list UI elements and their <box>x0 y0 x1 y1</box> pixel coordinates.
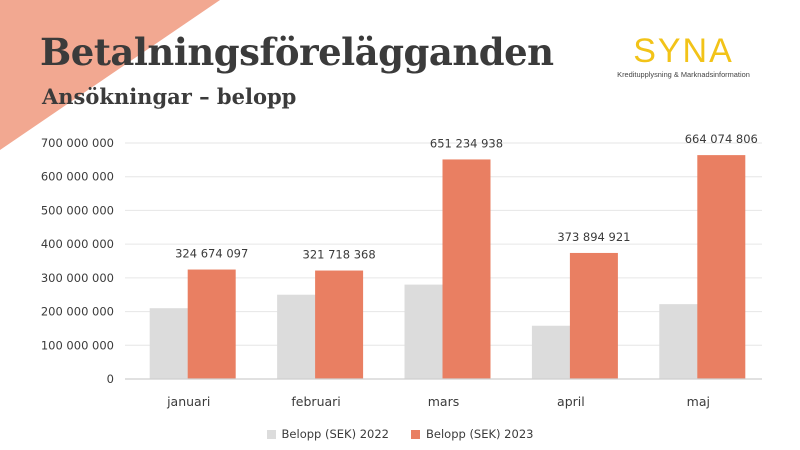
logo-tagline: Kreditupplysning & Marknadsinformation <box>617 70 750 79</box>
data-label: 651 234 938 <box>430 136 503 150</box>
legend-swatch-2023 <box>411 429 420 439</box>
bar-2023 <box>187 269 236 379</box>
data-label: 324 674 097 <box>175 247 248 261</box>
y-tick-label: 0 <box>107 372 114 386</box>
syna-logo: SYNA Kreditupplysning & Marknadsinformat… <box>606 34 761 79</box>
bar-2023 <box>569 252 618 379</box>
y-tick-label: 300 000 000 <box>41 271 114 285</box>
x-tick-label: februari <box>291 394 340 409</box>
legend-label-2022: Belopp (SEK) 2022 <box>281 427 389 441</box>
x-tick-label: mars <box>428 394 460 409</box>
chart-subtitle: Ansökningar – belopp <box>42 84 297 109</box>
bar-2023 <box>697 155 746 379</box>
bar-2023 <box>442 159 491 379</box>
bar-2023 <box>315 270 364 379</box>
logo-wordmark: SYNA <box>633 32 734 70</box>
x-tick-label: januari <box>166 394 210 409</box>
legend-item-2022: Belopp (SEK) 2022 <box>266 427 389 441</box>
y-tick-label: 500 000 000 <box>41 203 114 217</box>
legend-label-2023: Belopp (SEK) 2023 <box>426 427 534 441</box>
legend: Belopp (SEK) 2022 Belopp (SEK) 2023 <box>0 427 800 441</box>
chart-title: Betalningsförelägganden <box>40 30 554 74</box>
legend-swatch-2022 <box>266 429 276 439</box>
data-label: 373 894 921 <box>557 230 630 244</box>
y-tick-label: 700 000 000 <box>41 136 114 150</box>
y-tick-label: 400 000 000 <box>41 237 114 251</box>
y-tick-label: 200 000 000 <box>41 305 114 319</box>
corner-accent <box>0 0 220 150</box>
legend-item-2023: Belopp (SEK) 2023 <box>411 427 533 441</box>
y-tick-label: 100 000 000 <box>41 338 114 352</box>
x-tick-label: april <box>557 394 585 409</box>
data-label: 321 718 368 <box>303 248 376 262</box>
x-tick-label: maj <box>687 394 710 409</box>
y-tick-label: 600 000 000 <box>41 170 114 184</box>
data-label: 664 074 806 <box>685 132 758 146</box>
